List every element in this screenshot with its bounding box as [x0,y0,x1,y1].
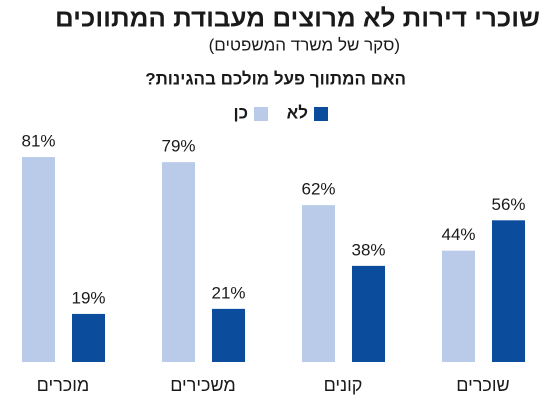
chart-subtitle: (סקר של משרד המשפטים) [209,35,400,54]
bar [162,162,195,362]
bar [302,205,335,362]
x-tick-label: קונים [324,375,363,395]
bar [212,308,245,362]
bar [492,220,525,362]
legend-label: לא [287,103,308,122]
chart-title: שוכרי דירות לא מרוצים מעבודת המתווכים [55,5,540,33]
value-label: 19% [71,288,105,307]
value-label: 56% [491,195,525,214]
bar [352,265,385,362]
bar [442,250,475,362]
value-label: 62% [301,180,335,199]
value-label: 81% [21,132,55,151]
value-label: 44% [441,225,475,244]
legend-swatch [314,107,328,121]
bar [72,313,105,362]
x-tick-label: משכירים [170,375,236,395]
value-label: 21% [211,283,245,302]
value-label: 79% [161,137,195,156]
x-tick-label: מוכרים [37,375,90,395]
value-label: 38% [351,240,385,259]
x-tick-label: שוכרים [456,375,509,395]
question: האם המתווך פעל מולכם בהגינות? [145,69,406,88]
bar [22,157,55,362]
legend-swatch [254,107,268,121]
legend-label: כן [233,103,248,122]
